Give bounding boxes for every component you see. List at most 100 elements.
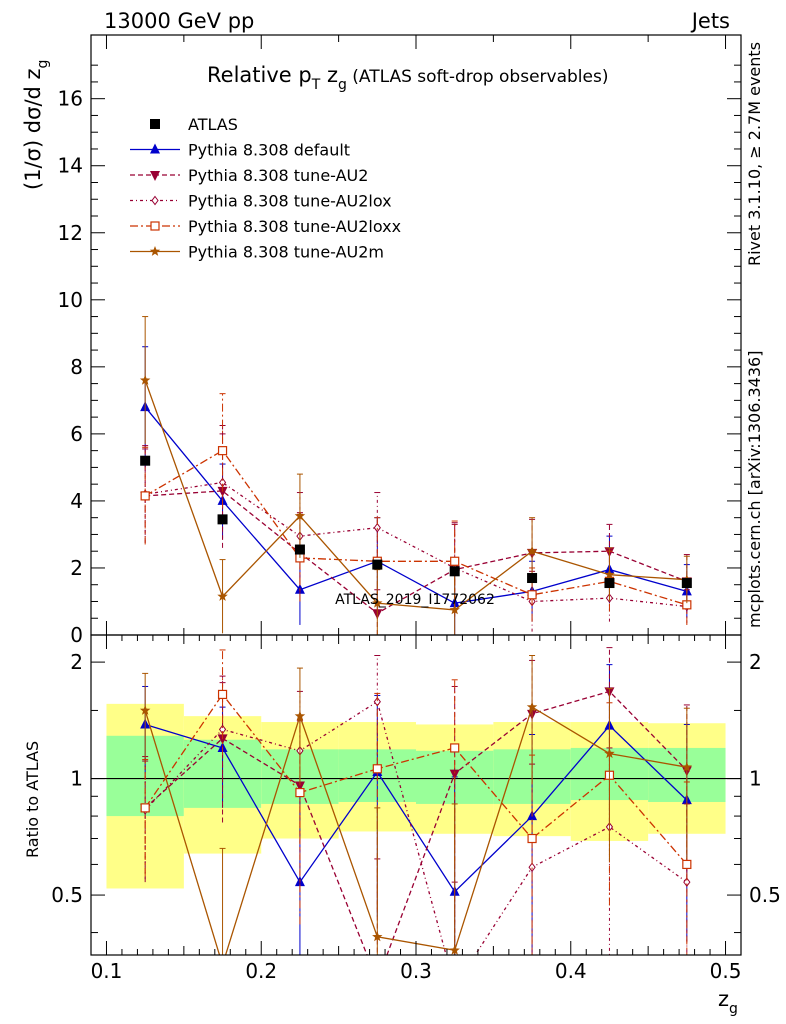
ratio-line (144, 693, 688, 865)
title-sub1: T (311, 77, 321, 93)
main-series (139, 316, 693, 635)
legend-marker (150, 143, 160, 154)
ratio-series (139, 647, 693, 955)
ratio-panel: 0.5 0.5 1 1 2 2 0.1 0.2 0.3 0.4 0.5 Ratio to ATLAS… (23, 634, 781, 1017)
series-line (145, 490, 688, 614)
point (140, 491, 150, 501)
series-line (144, 406, 687, 604)
atlas-point (372, 559, 383, 570)
series-3 (140, 393, 692, 625)
ratio-point (683, 877, 691, 887)
point (217, 591, 228, 601)
title-main: Relative p (207, 63, 312, 87)
ratio-y-label: Ratio to ATLAS (23, 741, 42, 858)
legend: ATLAS Pythia 8.308 default Pythia 8.308 tu… (130, 115, 401, 262)
y-tick-label: 0 (70, 623, 83, 647)
y-axis-label: (1/σ) dσ/d zg (21, 60, 51, 190)
ratio-point (139, 704, 151, 715)
ratio-tick-label-right: 0.5 (749, 883, 781, 907)
y-axis-label-sub: g (35, 60, 51, 69)
y-tick-label: 2 (70, 556, 83, 580)
legend-label: Pythia 8.308 tune-AU2 (188, 166, 368, 185)
ratio-point (295, 787, 305, 798)
ratio-point (372, 931, 383, 942)
atlas-point (294, 544, 305, 555)
ratio-point (526, 701, 538, 712)
atlas-data (140, 455, 692, 589)
atlas-point (681, 578, 692, 589)
ratio-point (681, 761, 693, 772)
ratio-point (140, 803, 150, 813)
ratio-point (217, 689, 228, 700)
ratio-line (144, 700, 688, 955)
y-tick-label: 14 (58, 154, 83, 178)
y-tick-label: 6 (70, 422, 83, 446)
ratio-line (144, 690, 688, 955)
ratio-point (450, 743, 460, 753)
plot-title: Relative pT zg (ATLAS soft-drop observab… (207, 63, 608, 93)
series-line (144, 449, 687, 606)
ratio-point (527, 833, 537, 844)
y-tick-label: 10 (58, 288, 83, 312)
point (217, 486, 228, 497)
ratio-point (372, 764, 382, 774)
header-left: 13000 GeV pp (104, 9, 254, 33)
y-tick-label: 8 (70, 355, 83, 379)
legend-marker (150, 119, 160, 129)
ratio-tick-label-right: 2 (749, 650, 762, 674)
legend-marker (151, 195, 159, 206)
legend-label: Pythia 8.308 tune-AU2lox (188, 192, 392, 211)
title-rest: (ATLAS soft-drop observables) (347, 67, 609, 87)
ratio-point (528, 862, 536, 873)
x-tick-label: 0.1 (91, 959, 123, 983)
ratio-bands (91, 703, 741, 889)
point (449, 604, 460, 615)
ratio-line (145, 723, 688, 893)
legend-marker (150, 221, 160, 231)
x-tick-label: 0.3 (400, 959, 432, 983)
point (526, 545, 538, 556)
ratio-tick-label: 0.5 (51, 883, 83, 907)
legend-label: Pythia 8.308 default (188, 141, 350, 160)
x-axis-label-main: z (718, 987, 729, 1011)
point (604, 569, 615, 580)
x-axis-label: zg (718, 987, 738, 1017)
atlas-point (140, 455, 151, 466)
legend-label: Pythia 8.308 tune-AU2m (188, 243, 384, 262)
title-sub2: g (338, 77, 347, 93)
point (527, 590, 537, 600)
atlas-point (527, 573, 538, 584)
point (217, 446, 228, 456)
ratio-tick-label: 2 (70, 650, 83, 674)
analysis-watermark: ATLAS_2019_I1772062 (335, 592, 495, 608)
atlas-point (217, 514, 228, 525)
y-axis-label-main: (1/σ) dσ/d z (21, 68, 45, 190)
point (372, 597, 383, 608)
y-tick-label: 12 (58, 221, 83, 245)
ratio-series-group (139, 647, 693, 955)
header-right: Jets (690, 9, 730, 33)
series-line (144, 380, 687, 611)
rivet-label: Rivet 3.1.10, ≥ 2.7M events (745, 42, 764, 266)
ratio-ticks: 0.5 0.5 1 1 2 2 0.1 0.2 0.3 0.4 0.5 (51, 635, 781, 983)
mcplots-label: mcplots.cern.ch [arXiv:1306.3436] (745, 351, 764, 628)
title-mid: z (320, 63, 338, 87)
point (139, 374, 151, 385)
y-tick-label: 4 (70, 489, 83, 513)
series-line (145, 481, 687, 608)
legend-marker (149, 246, 161, 256)
atlas-point (449, 566, 460, 577)
x-tick-label: 0.5 (710, 959, 742, 983)
y-tick-label: 16 (58, 87, 83, 111)
ratio-point (449, 944, 460, 955)
x-tick-label: 0.4 (555, 959, 587, 983)
ratio-point (449, 769, 460, 780)
series-4 (139, 316, 693, 635)
point (294, 510, 306, 521)
ratio-point (682, 859, 692, 870)
legend-label: ATLAS (188, 115, 238, 134)
x-tick-label: 0.2 (245, 959, 277, 983)
point (450, 556, 460, 566)
main-ticks: 0 2 4 6 8 10 12 14 16 (58, 35, 741, 647)
